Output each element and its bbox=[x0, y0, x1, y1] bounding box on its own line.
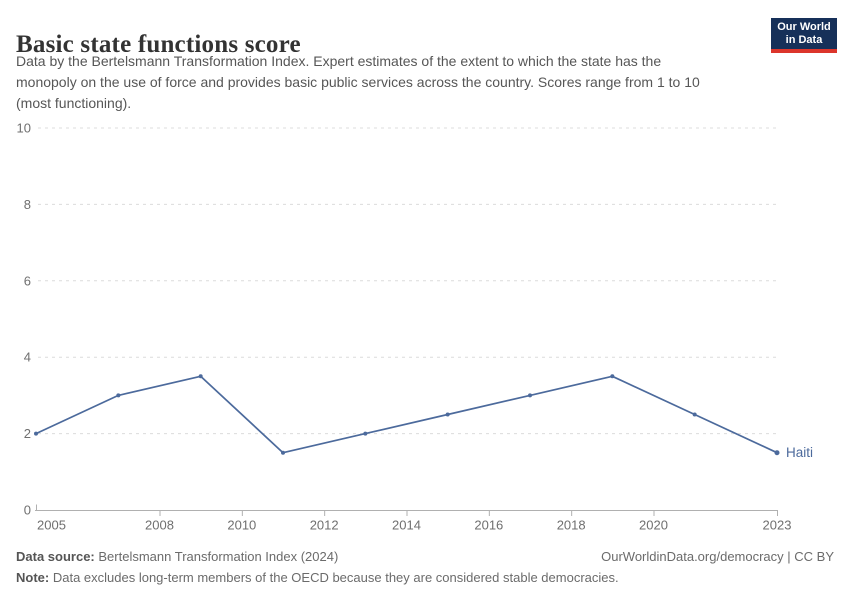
chart-title: Basic state functions score bbox=[16, 30, 301, 58]
data-point[interactable] bbox=[774, 450, 780, 456]
line-chart[interactable]: 0 2 4 6 8 10 2005 2008 2010 2012 2014 2016 2018 2020 2… bbox=[0, 0, 850, 545]
data-point[interactable] bbox=[692, 412, 697, 417]
owid-logo-text-line2: in Data bbox=[785, 34, 823, 46]
x-tick-label: 2014 bbox=[392, 518, 421, 533]
x-tick-label: 2005 bbox=[37, 518, 66, 533]
x-tick-label: 2020 bbox=[639, 518, 668, 533]
data-point[interactable] bbox=[445, 412, 450, 417]
data-point[interactable] bbox=[34, 431, 38, 436]
owid-logo[interactable]: Our World in Data bbox=[771, 18, 837, 53]
footer-note-line: Note: Data excludes long-term members of… bbox=[16, 570, 619, 585]
x-tick-label: 2008 bbox=[145, 518, 174, 533]
x-tick-label: 2023 bbox=[763, 518, 792, 533]
y-tick-label: 6 bbox=[24, 273, 31, 288]
chart-subtitle: Data by the Bertelsmann Transformation I… bbox=[16, 51, 700, 114]
x-tick-label: 2012 bbox=[310, 518, 339, 533]
data-point[interactable] bbox=[363, 431, 368, 436]
y-tick-label: 10 bbox=[17, 121, 31, 136]
data-point[interactable] bbox=[281, 450, 285, 455]
data-point[interactable] bbox=[198, 374, 203, 379]
footer-note-label: Note: bbox=[16, 570, 50, 585]
footer-url: OurWorldinData.org/democracy | CC BY bbox=[601, 549, 834, 564]
owid-logo-text-line1: Our World bbox=[777, 21, 831, 33]
data-point[interactable] bbox=[116, 393, 121, 398]
footer-source-text: Bertelsmann Transformation Index (2024) bbox=[98, 549, 339, 564]
entity-label-haiti[interactable]: Haiti bbox=[786, 445, 813, 460]
y-tick-label: 0 bbox=[24, 503, 31, 518]
series-line-haiti[interactable] bbox=[35, 375, 778, 454]
y-tick-label: 2 bbox=[24, 426, 31, 441]
x-tick-label: 2010 bbox=[227, 518, 256, 533]
subtitle-line: Data by the Bertelsmann Transformation I… bbox=[16, 53, 662, 69]
data-point[interactable] bbox=[610, 374, 615, 379]
data-point[interactable] bbox=[528, 393, 532, 398]
x-tick-label: 2018 bbox=[557, 518, 586, 533]
footer-note-text: Data excludes long-term members of the O… bbox=[52, 570, 619, 585]
y-tick-label: 4 bbox=[24, 350, 31, 365]
footer-source-line: Data source: Bertelsmann Transformation … bbox=[16, 549, 338, 564]
footer-source-label: Data source: bbox=[16, 549, 95, 564]
subtitle-line: monopoly on the use of force and provide… bbox=[16, 74, 700, 90]
x-tick-label: 2016 bbox=[474, 518, 503, 533]
subtitle-line: (most functioning). bbox=[16, 95, 132, 111]
y-tick-label: 8 bbox=[24, 197, 31, 212]
